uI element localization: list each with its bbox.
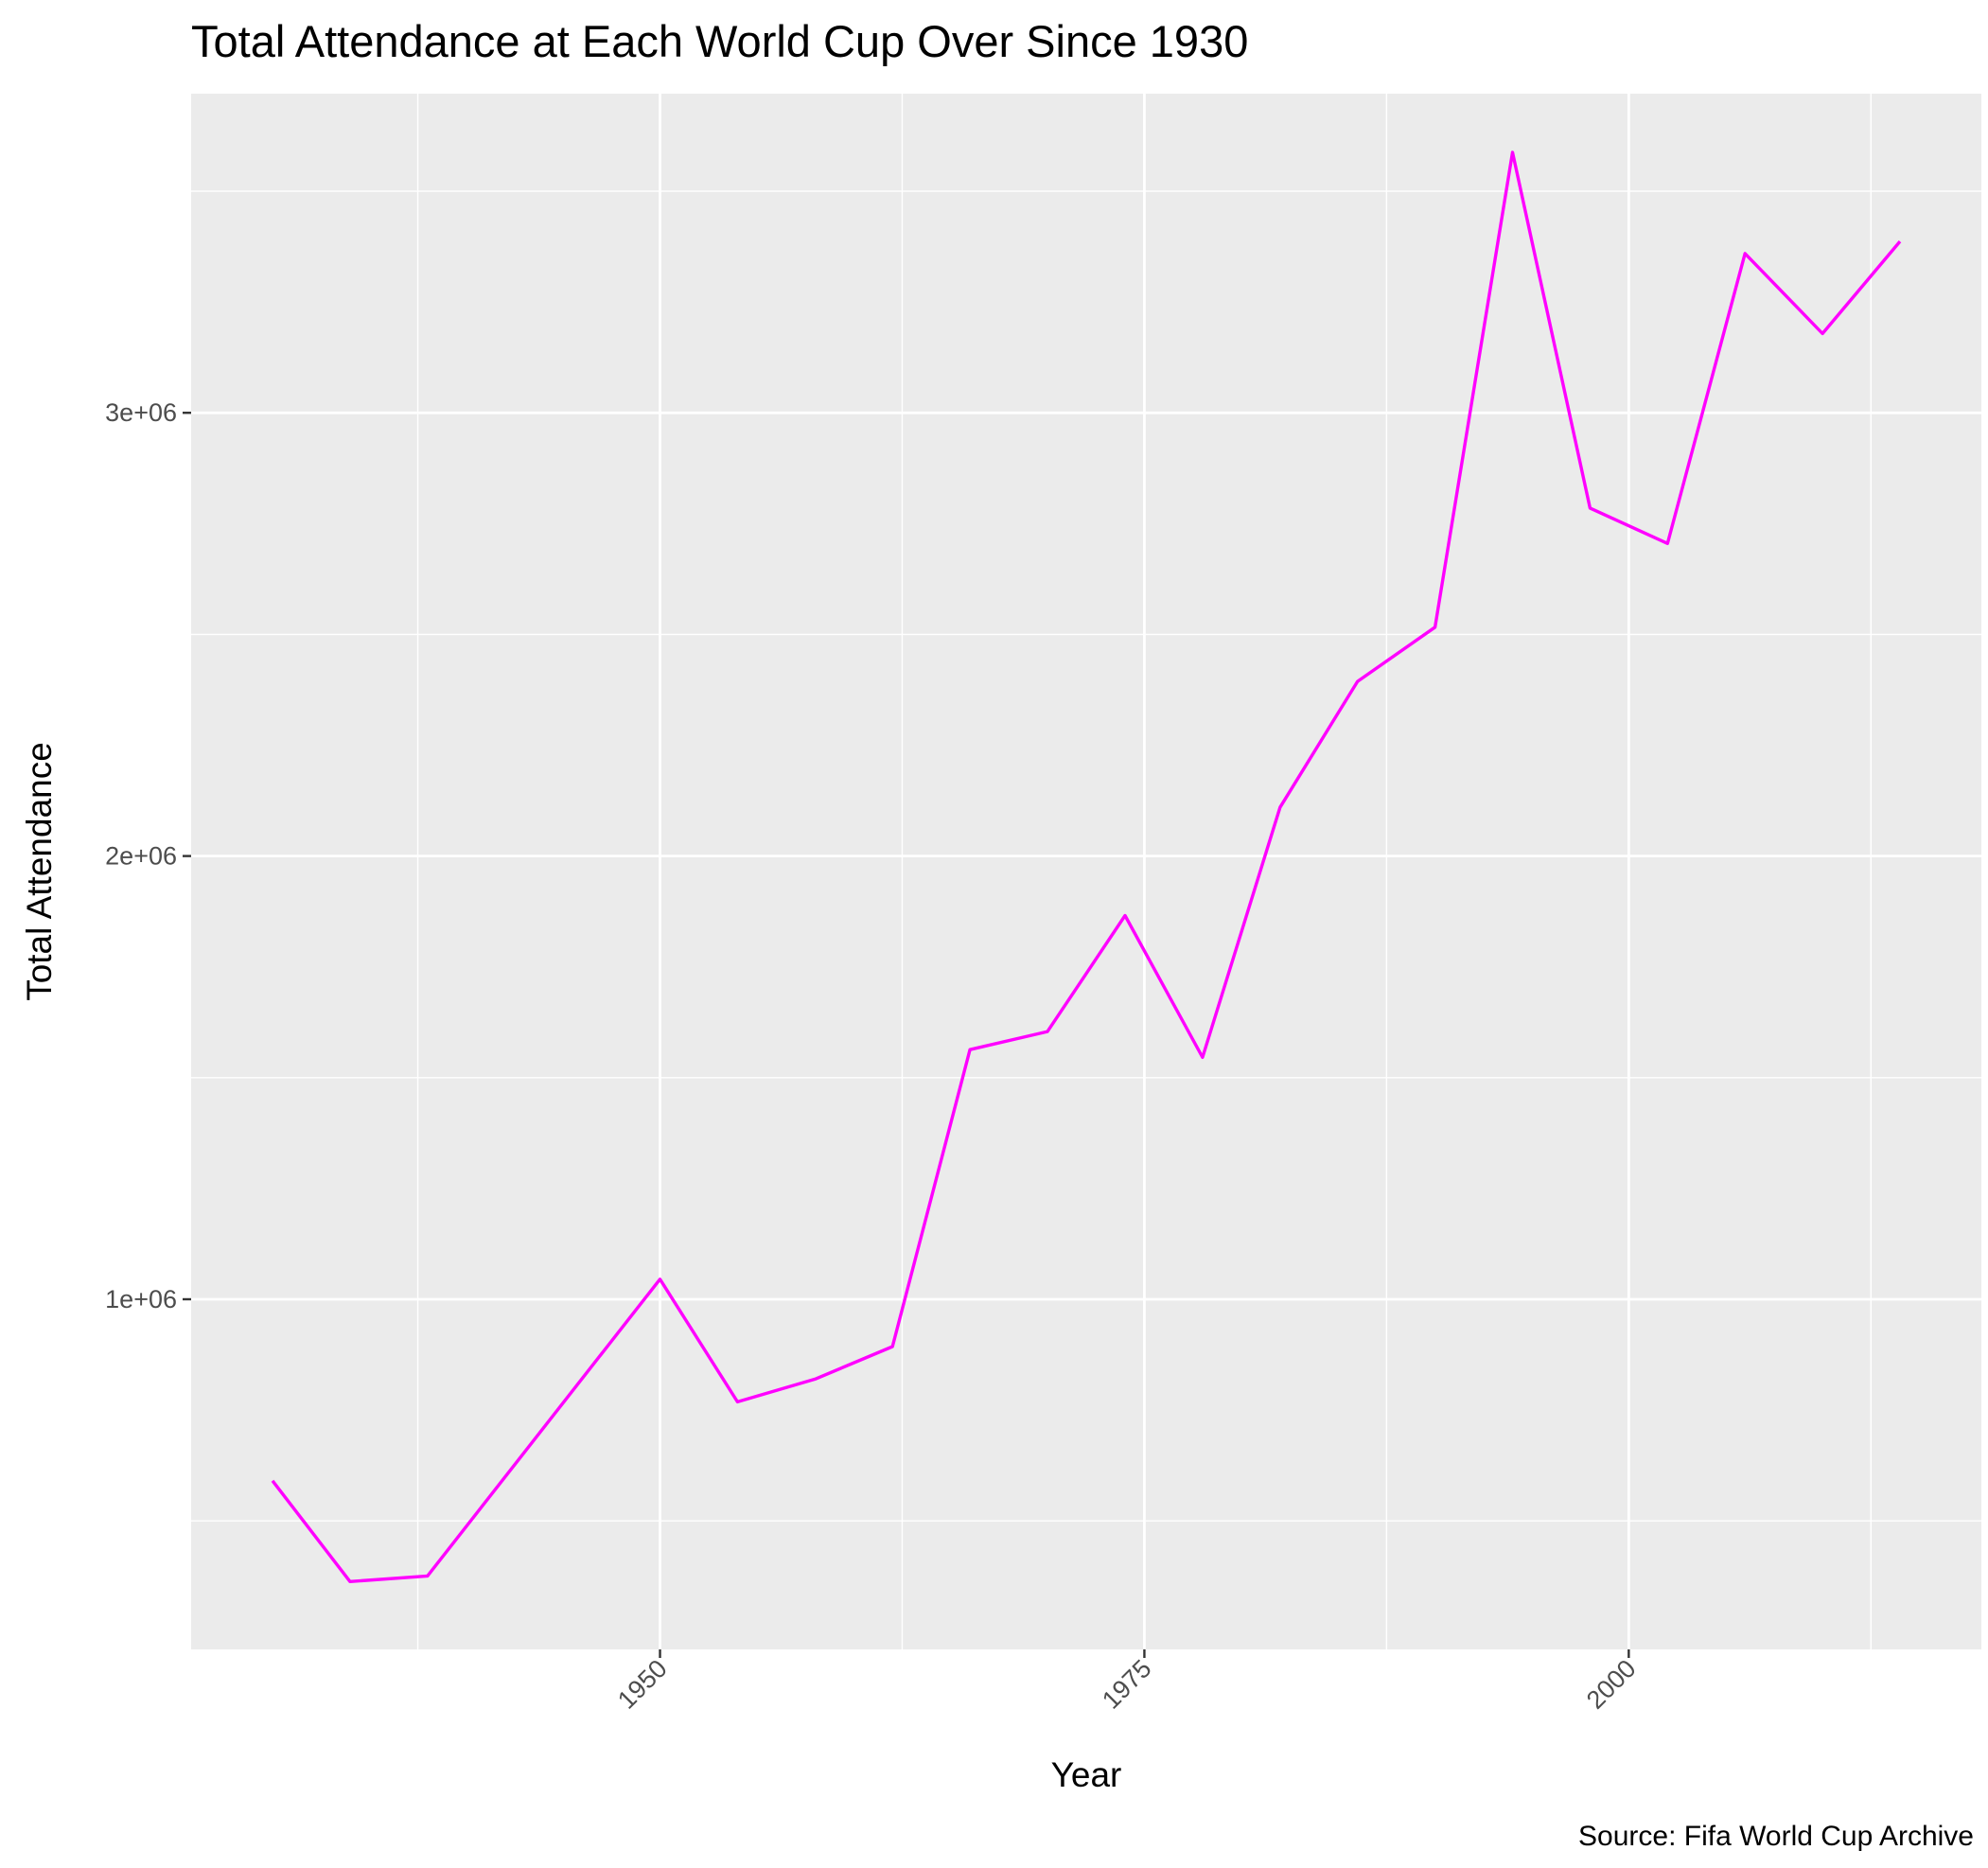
x-axis: 1950 1975 2000 [612,1649,1642,1715]
source-caption: Source: Fifa World Cup Archive [1578,1821,1974,1852]
attendance-series-line [271,150,1902,1583]
minor-gridlines [191,94,1981,1649]
x-tick-label: 2000 [1581,1654,1642,1715]
y-tick-label: 3e+06 [105,398,177,427]
y-tick-label: 2e+06 [105,842,177,871]
y-axis: 1e+06 2e+06 3e+06 [105,398,191,1313]
plot-panel [191,94,1981,1649]
x-tick-label: 1950 [612,1654,673,1715]
major-gridlines [191,94,1981,1649]
chart-title: Total Attendance at Each World Cup Over … [191,16,1248,66]
x-axis-title: Year [1051,1755,1122,1794]
x-tick-label: 1975 [1097,1654,1157,1715]
y-axis-title: Total Attendance [20,742,59,1001]
y-tick-label: 1e+06 [105,1285,177,1313]
